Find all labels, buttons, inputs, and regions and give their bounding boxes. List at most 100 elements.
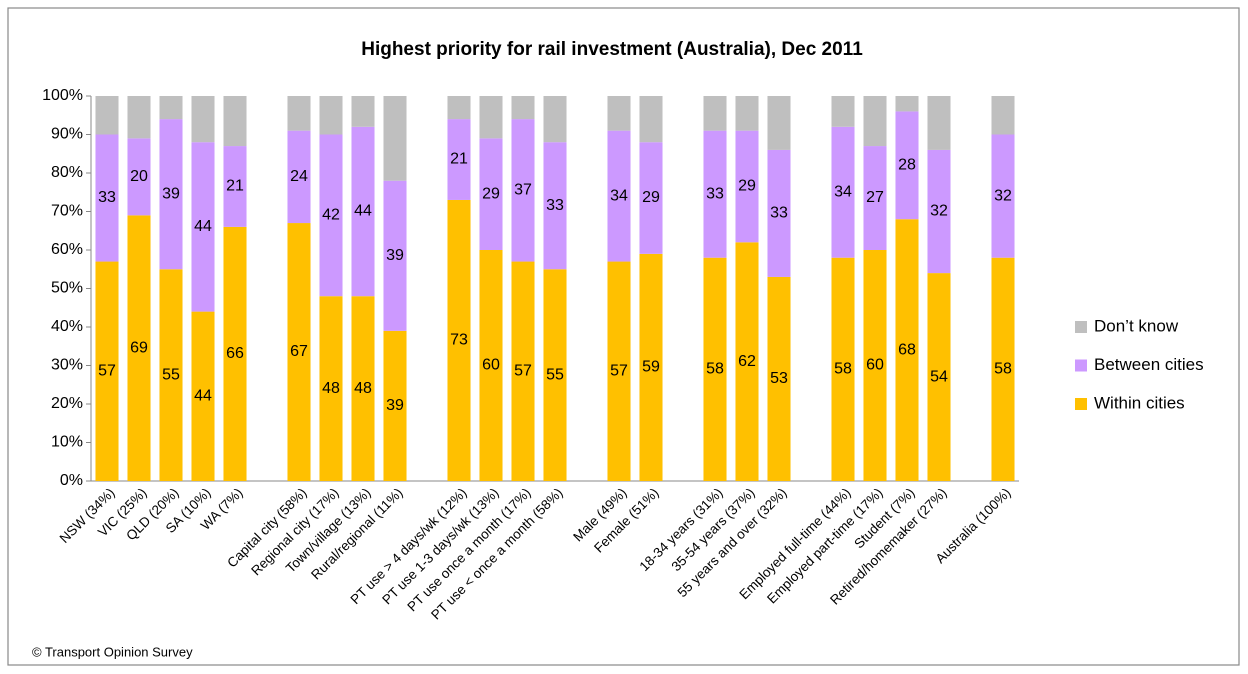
data-label: 58 bbox=[994, 361, 1012, 378]
bar-segment bbox=[895, 111, 919, 220]
bar-segment bbox=[351, 126, 375, 297]
bar-segment bbox=[383, 96, 407, 181]
bar-segment bbox=[223, 146, 247, 227]
data-label: 39 bbox=[162, 185, 180, 202]
data-label: 21 bbox=[450, 151, 468, 168]
bar-segment bbox=[703, 96, 727, 131]
bar-segment bbox=[159, 96, 183, 120]
data-label: 58 bbox=[834, 361, 852, 378]
data-label: 73 bbox=[450, 332, 468, 349]
bar-segment bbox=[511, 119, 535, 262]
data-label: 44 bbox=[194, 388, 212, 405]
legend-swatch bbox=[1075, 398, 1087, 410]
data-label: 34 bbox=[610, 187, 628, 204]
data-label: 29 bbox=[482, 185, 500, 202]
bar-segment bbox=[127, 96, 151, 139]
bar-segment bbox=[991, 96, 1015, 135]
bar-segment bbox=[287, 223, 311, 482]
bar-segment bbox=[639, 96, 663, 143]
y-tick-label: 20% bbox=[51, 395, 83, 412]
bar-segment bbox=[95, 96, 119, 135]
data-label: 60 bbox=[482, 357, 500, 374]
source: © Transport Opinion Survey bbox=[32, 644, 193, 659]
data-label: 67 bbox=[290, 343, 308, 360]
bar-segment bbox=[479, 138, 503, 250]
bar-segment bbox=[927, 273, 951, 481]
legend-label: Within cities bbox=[1094, 393, 1185, 412]
bar-segment bbox=[735, 96, 759, 131]
data-label: 33 bbox=[546, 197, 564, 214]
data-label: 57 bbox=[98, 362, 116, 379]
bar-segment bbox=[447, 199, 471, 481]
data-label: 48 bbox=[322, 380, 340, 397]
bar-segment bbox=[703, 130, 727, 258]
data-label: 39 bbox=[386, 247, 404, 264]
bar-segment bbox=[831, 96, 855, 127]
bar-segment bbox=[191, 142, 215, 312]
bar-segment bbox=[383, 330, 407, 481]
data-label: 34 bbox=[834, 183, 852, 200]
legend-swatch bbox=[1075, 359, 1087, 372]
bar-segment bbox=[543, 96, 567, 143]
bar-segment bbox=[319, 134, 343, 297]
bar-segment bbox=[95, 261, 119, 481]
bar-segment bbox=[319, 296, 343, 481]
bar-segment bbox=[831, 126, 855, 258]
bar-segment bbox=[895, 219, 919, 481]
data-label: 37 bbox=[514, 182, 532, 199]
data-label: 32 bbox=[930, 203, 948, 220]
data-label: 62 bbox=[738, 353, 756, 370]
data-label: 69 bbox=[130, 339, 148, 356]
bar-segment bbox=[447, 119, 471, 200]
y-tick-label: 70% bbox=[51, 203, 83, 220]
data-label: 66 bbox=[226, 345, 244, 362]
data-label: 21 bbox=[226, 178, 244, 195]
data-label: 55 bbox=[162, 366, 180, 383]
data-label: 29 bbox=[738, 178, 756, 195]
legend-label: Between cities bbox=[1094, 355, 1204, 374]
y-tick-label: 30% bbox=[51, 357, 83, 374]
data-label: 24 bbox=[290, 168, 308, 185]
bar-segment bbox=[543, 142, 567, 270]
y-tick-label: 40% bbox=[51, 318, 83, 335]
data-label: 44 bbox=[194, 218, 212, 235]
bar-segment bbox=[447, 96, 471, 120]
bar-segment bbox=[991, 257, 1015, 481]
bar-segment bbox=[351, 96, 375, 127]
data-label: 33 bbox=[98, 189, 116, 206]
bar-segment bbox=[607, 261, 631, 481]
bar-segment bbox=[927, 96, 951, 150]
bar-segment bbox=[191, 311, 215, 481]
bar-segment bbox=[863, 96, 887, 147]
bar-segment bbox=[287, 130, 311, 224]
bar-segment bbox=[735, 242, 759, 481]
data-label: 28 bbox=[898, 157, 916, 174]
bar-segment bbox=[767, 149, 791, 277]
bar-segment bbox=[543, 269, 567, 481]
data-label: 57 bbox=[610, 362, 628, 379]
bar-segment bbox=[767, 96, 791, 150]
bar-segment bbox=[831, 257, 855, 481]
y-tick-label: 10% bbox=[51, 434, 83, 451]
data-label: 58 bbox=[706, 361, 724, 378]
data-label: 27 bbox=[866, 189, 884, 206]
bar-segment bbox=[127, 138, 151, 216]
data-label: 20 bbox=[130, 168, 148, 185]
bar-segment bbox=[127, 215, 151, 481]
y-tick-label: 90% bbox=[51, 126, 83, 143]
data-label: 54 bbox=[930, 368, 948, 385]
y-tick-label: 60% bbox=[51, 241, 83, 258]
bar-segment bbox=[511, 261, 535, 481]
data-label: 57 bbox=[514, 362, 532, 379]
bar-segment bbox=[319, 96, 343, 135]
bar-segment bbox=[927, 149, 951, 274]
bar-segment bbox=[639, 253, 663, 481]
bar-segment bbox=[351, 296, 375, 481]
data-label: 59 bbox=[642, 359, 660, 376]
data-label: 53 bbox=[770, 370, 788, 387]
bar-segment bbox=[223, 96, 247, 147]
bar-segment bbox=[287, 96, 311, 131]
data-label: 60 bbox=[866, 357, 884, 374]
y-tick-label: 80% bbox=[51, 164, 83, 181]
bar-segment bbox=[511, 96, 535, 120]
